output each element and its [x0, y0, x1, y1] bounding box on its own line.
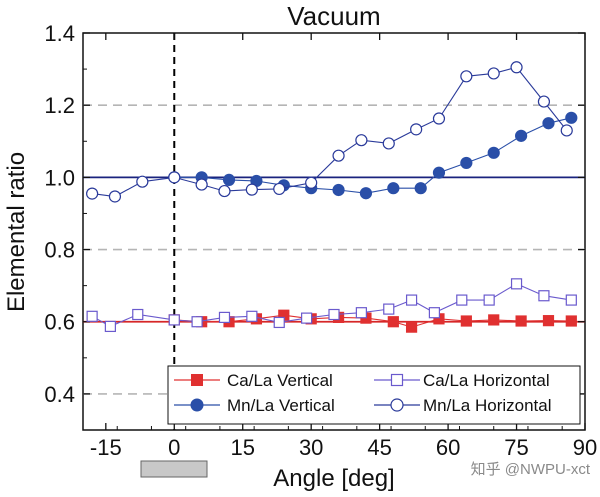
data-point [359, 187, 373, 200]
data-point [542, 315, 555, 327]
gridlines [83, 104, 585, 395]
x-axis-label: Angle [deg] [273, 465, 394, 492]
data-point [387, 316, 399, 328]
x-axis-ticks: -15 0 15 30 45 60 75 90 [82, 33, 597, 460]
data-point [168, 314, 180, 326]
data-point [405, 294, 418, 306]
y-axis-ticks: 0.4 0.6 0.8 1.0 1.2 1.4 [44, 21, 585, 431]
series-mn-la-horizontal [86, 61, 573, 203]
data-point [515, 315, 527, 327]
y-tick-label: 0.4 [44, 382, 75, 407]
x-tick-label: 15 [230, 435, 254, 460]
data-point [328, 308, 340, 321]
legend-marker-mn-la-horizontal [390, 398, 404, 412]
data-point [191, 316, 203, 328]
data-point [538, 290, 550, 302]
data-point [565, 294, 577, 306]
legend: Ca/La Vertical Ca/La Horizontal Mn/La Ve… [167, 365, 581, 425]
data-point [305, 176, 318, 189]
legend-label-mn-la-horizontal: Mn/La Horizontal [423, 396, 552, 415]
data-point [387, 182, 400, 195]
y-tick-label: 1.0 [44, 165, 75, 190]
data-point [332, 149, 345, 162]
legend-label-ca-la-horizontal: Ca/La Horizontal [423, 371, 550, 390]
data-point [332, 183, 345, 197]
data-point [565, 315, 577, 327]
data-point [86, 187, 99, 200]
legend-marker-ca-la-horizontal [390, 373, 404, 387]
data-point [86, 310, 98, 322]
data-point [487, 67, 500, 80]
x-tick-label: 45 [367, 435, 391, 460]
data-point [456, 294, 468, 306]
data-point [510, 61, 523, 74]
data-point [432, 112, 446, 125]
data-point [460, 156, 473, 170]
data-point [273, 182, 286, 196]
data-point [515, 129, 528, 142]
y-tick-label: 0.6 [44, 310, 75, 335]
data-point [487, 146, 500, 159]
series-mn-la-vertical [168, 111, 578, 200]
data-point [132, 308, 144, 321]
data-point [488, 314, 500, 326]
legend-box [167, 365, 581, 425]
legend-marker-ca-la-vertical [191, 374, 203, 386]
data-point [428, 307, 440, 319]
x-tick-label: 75 [504, 435, 528, 460]
y-tick-label: 1.2 [44, 93, 75, 118]
data-point [414, 182, 427, 195]
series-layer [86, 61, 578, 333]
y-axis-label: Elemental ratio [3, 152, 30, 312]
x-tick-label: 60 [436, 435, 460, 460]
data-point [510, 278, 523, 290]
data-point [383, 303, 395, 315]
gray-bar-annotation [140, 460, 208, 478]
data-point [537, 95, 551, 108]
data-point [245, 183, 258, 196]
x-tick-label: 30 [299, 435, 323, 460]
data-point [108, 190, 122, 203]
data-point [104, 320, 116, 333]
watermark-text: 知乎 @NWPU-xct [471, 461, 591, 478]
x-tick-label: 0 [168, 435, 180, 460]
series-ca-la-horizontal [86, 278, 577, 333]
data-point [246, 310, 258, 322]
legend-label-ca-la-vertical: Ca/La Vertical [227, 371, 333, 390]
legend-marker-mn-la-vertical [190, 398, 204, 412]
data-point [222, 173, 236, 186]
y-tick-label: 1.4 [44, 21, 75, 46]
data-point [542, 117, 555, 130]
data-point [460, 70, 473, 83]
series-line [174, 117, 572, 194]
x-tick-label: 90 [573, 435, 597, 460]
data-point [301, 312, 313, 324]
series-line [174, 314, 572, 328]
chart-title: Vacuum [287, 1, 380, 31]
data-point [355, 134, 368, 147]
data-point [460, 315, 472, 327]
data-point [405, 321, 418, 333]
legend-label-mn-la-vertical: Mn/La Vertical [227, 396, 335, 415]
data-point [483, 294, 495, 306]
data-point [218, 311, 231, 323]
data-point [168, 171, 181, 184]
data-point [136, 175, 149, 188]
y-tick-label: 0.8 [44, 238, 75, 263]
data-point [355, 307, 367, 319]
data-point [432, 166, 446, 179]
data-point [410, 123, 423, 136]
data-point [565, 111, 578, 124]
plot-frame [82, 32, 586, 431]
data-point [273, 316, 285, 329]
data-point [382, 137, 395, 150]
data-point [195, 178, 208, 191]
data-point [560, 124, 573, 137]
data-point [218, 184, 231, 198]
x-tick-label: -15 [90, 435, 122, 460]
